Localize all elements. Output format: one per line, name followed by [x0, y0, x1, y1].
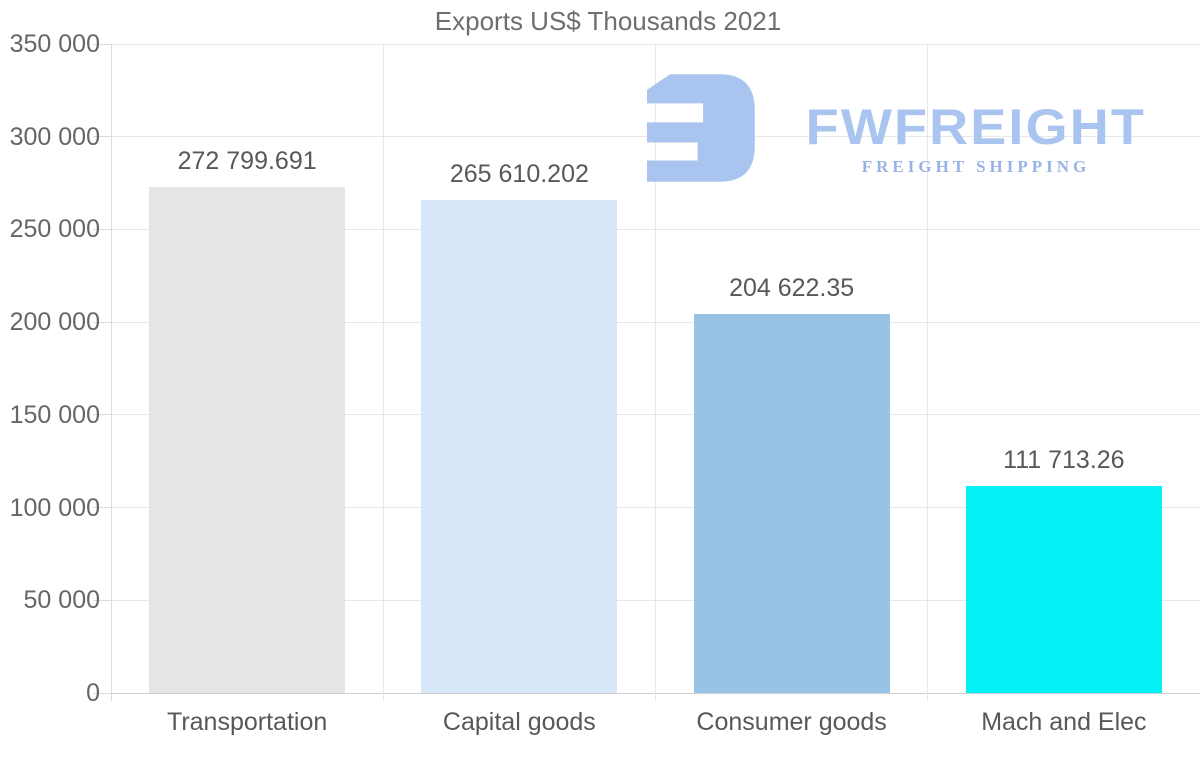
y-axis-tick-label: 0 — [86, 679, 100, 707]
y-axis-tick — [93, 692, 111, 694]
bar-value-label: 272 799.691 — [177, 147, 317, 176]
x-gridline — [382, 44, 384, 701]
bar-value-label: 204 622.35 — [729, 273, 855, 302]
y-axis-tick — [93, 43, 111, 45]
fwfreight-logo-icon — [647, 74, 755, 182]
y-axis-tick-label: 100 000 — [9, 493, 100, 522]
x-gridline — [655, 44, 656, 701]
fwfreight-tagline-text: FREIGHT SHIPPING — [861, 157, 1091, 176]
bar-consumer-goods — [693, 313, 890, 693]
y-axis-tick-label: 50 000 — [23, 586, 100, 615]
bar-value-label: 265 610.202 — [449, 160, 589, 189]
x-gridline — [927, 44, 929, 701]
y-axis-tick-label: 150 000 — [9, 400, 100, 429]
x-axis-category-label: Consumer goods — [696, 708, 887, 736]
y-axis-tick — [93, 228, 111, 230]
y-axis-tick — [93, 414, 111, 416]
y-axis-tick — [93, 507, 111, 509]
y-axis-line — [111, 44, 112, 701]
bar-capital-goods — [421, 200, 618, 693]
chart-title: Exports US$ Thousands 2021 — [434, 6, 782, 36]
bar-value-label: 111 713.26 — [1003, 445, 1125, 474]
bar-mach-and-elec — [965, 485, 1162, 693]
fwfreight-brand-text: FWFREIGHT — [805, 99, 1147, 155]
y-axis-tick — [93, 321, 111, 323]
x-axis-category-label: Mach and Elec — [981, 708, 1147, 736]
y-axis-tick-label: 350 000 — [9, 30, 100, 58]
x-axis-category-label: Transportation — [166, 708, 328, 736]
y-axis-tick-label: 250 000 — [9, 215, 100, 244]
bar-transportation — [149, 187, 346, 693]
y-axis-tick-label: 300 000 — [9, 122, 100, 151]
y-axis-tick-label: 200 000 — [9, 308, 100, 337]
fwfreight-logo: FWFREIGHT FREIGHT SHIPPING — [647, 70, 1147, 185]
x-axis-category-label: Capital goods — [442, 708, 596, 736]
y-axis-tick — [93, 599, 111, 601]
y-axis-tick — [93, 136, 111, 138]
